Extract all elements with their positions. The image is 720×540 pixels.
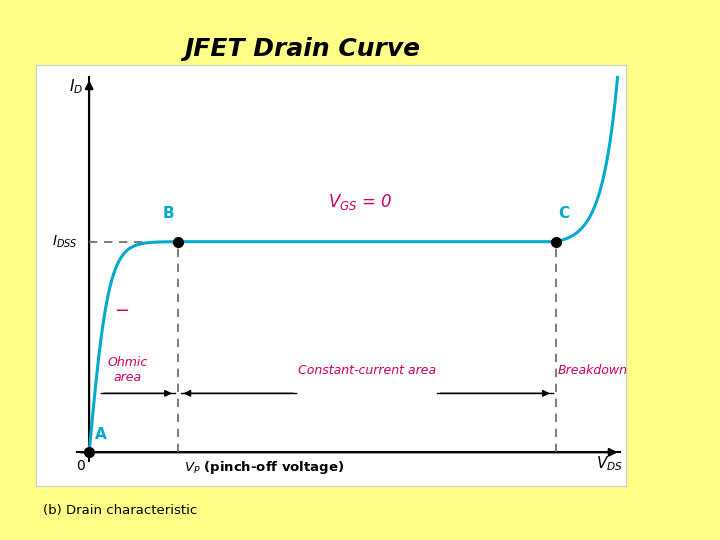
Text: Ohmic
area: Ohmic area xyxy=(107,356,148,384)
Text: Constant-current area: Constant-current area xyxy=(297,363,436,377)
Text: $I_D$: $I_D$ xyxy=(69,77,84,96)
Text: A: A xyxy=(95,427,107,442)
Text: $V_P$ (pinch-off voltage): $V_P$ (pinch-off voltage) xyxy=(184,458,343,476)
Text: $V_{DS}$: $V_{DS}$ xyxy=(596,455,624,473)
Text: $V_{GS}$ = 0: $V_{GS}$ = 0 xyxy=(328,192,393,212)
Text: $I_{DSS}$: $I_{DSS}$ xyxy=(52,233,77,250)
Text: $-$: $-$ xyxy=(114,300,129,318)
Text: 0: 0 xyxy=(76,458,85,472)
Text: Breakdown: Breakdown xyxy=(557,363,627,377)
Text: (b) Drain characteristic: (b) Drain characteristic xyxy=(43,504,197,517)
Text: B: B xyxy=(163,206,175,221)
Text: JFET Drain Curve: JFET Drain Curve xyxy=(184,37,420,60)
Text: C: C xyxy=(559,206,570,221)
